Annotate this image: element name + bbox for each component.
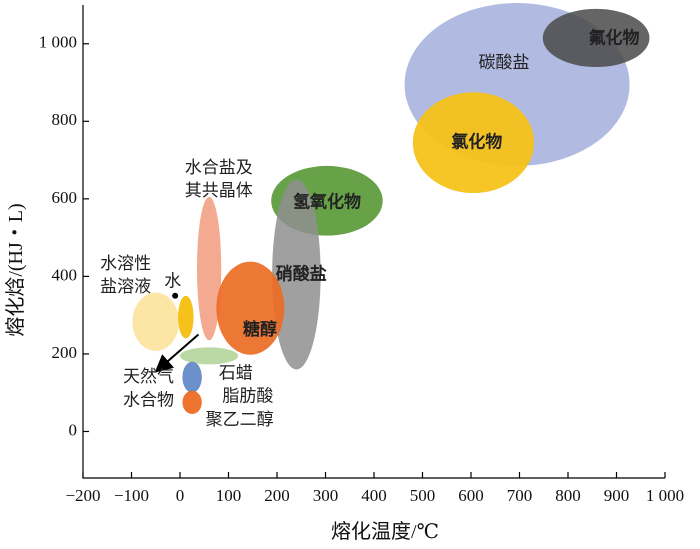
region-bubble-8 — [178, 295, 194, 339]
y-tick-label: 800 — [52, 110, 78, 129]
y-tick-label: 400 — [52, 265, 78, 284]
x-axis-title: 熔化温度/℃ — [331, 520, 439, 543]
region-label-0: 碳酸盐 — [478, 53, 529, 73]
axes-layer: −200 −100 0 100 200 300 400 500 600 700 800 900 1 00… — [39, 5, 684, 505]
x-tick-label: 800 — [555, 486, 581, 505]
region-bubble-2 — [412, 92, 535, 194]
region-label-3: 氢氧化物 — [293, 192, 361, 213]
y-tick-label: 0 — [69, 420, 78, 439]
y-tick-label: 200 — [52, 343, 78, 362]
x-tick-label: 0 — [176, 486, 185, 505]
region-label-9: 盐溶液 — [100, 277, 151, 297]
region-label-11: 天然气 — [123, 367, 174, 387]
region-layer — [132, 3, 650, 415]
x-tick-label: 400 — [361, 486, 387, 505]
x-tick-label: 300 — [313, 486, 339, 505]
region-label-12: 水合物 — [123, 390, 174, 410]
x-tick-label: 100 — [216, 486, 242, 505]
region-label-1: 氟化物 — [589, 28, 640, 49]
region-label-5: 水合盐及 — [185, 158, 253, 178]
region-bubble-10 — [182, 361, 202, 393]
x-tick-label: 600 — [458, 486, 484, 505]
region-label-6: 其共晶体 — [185, 181, 253, 201]
region-label-14: 脂肪酸 — [222, 387, 273, 407]
region-label-2: 氯化物 — [451, 132, 502, 153]
x-tick-label: 200 — [264, 486, 290, 505]
x-tick-label: −200 — [65, 486, 100, 505]
region-label-10: 水 — [164, 271, 181, 291]
region-label-4: 硝酸盐 — [276, 263, 327, 284]
y-tick-label: 600 — [52, 188, 78, 207]
region-label-15: 聚乙二醇 — [206, 410, 274, 430]
x-tick-label: 900 — [604, 486, 630, 505]
region-label-7: 糖醇 — [243, 319, 277, 340]
region-bubble-11 — [182, 390, 202, 415]
y-axis-title: 熔化焓/(HJ・L) — [4, 203, 27, 336]
region-label-13: 石蜡 — [219, 363, 253, 383]
region-bubble-7 — [132, 292, 180, 351]
x-tick-label: 700 — [507, 486, 533, 505]
region-bubble-9 — [180, 347, 239, 365]
region-bubble-6 — [216, 261, 285, 355]
region-label-8: 水溶性 — [100, 254, 151, 274]
x-tick-label: 500 — [410, 486, 436, 505]
region-bubble-1 — [542, 8, 650, 68]
x-tick-label: 1 000 — [646, 486, 684, 505]
annotation-layer — [154, 292, 200, 373]
x-tick-label: −100 — [114, 486, 149, 505]
region-bubble-4 — [272, 179, 321, 370]
water-dot-marker — [172, 292, 179, 299]
arrow-marker — [154, 333, 200, 373]
y-tick-label: 1 000 — [39, 33, 77, 52]
region-bubble-5 — [196, 196, 222, 341]
